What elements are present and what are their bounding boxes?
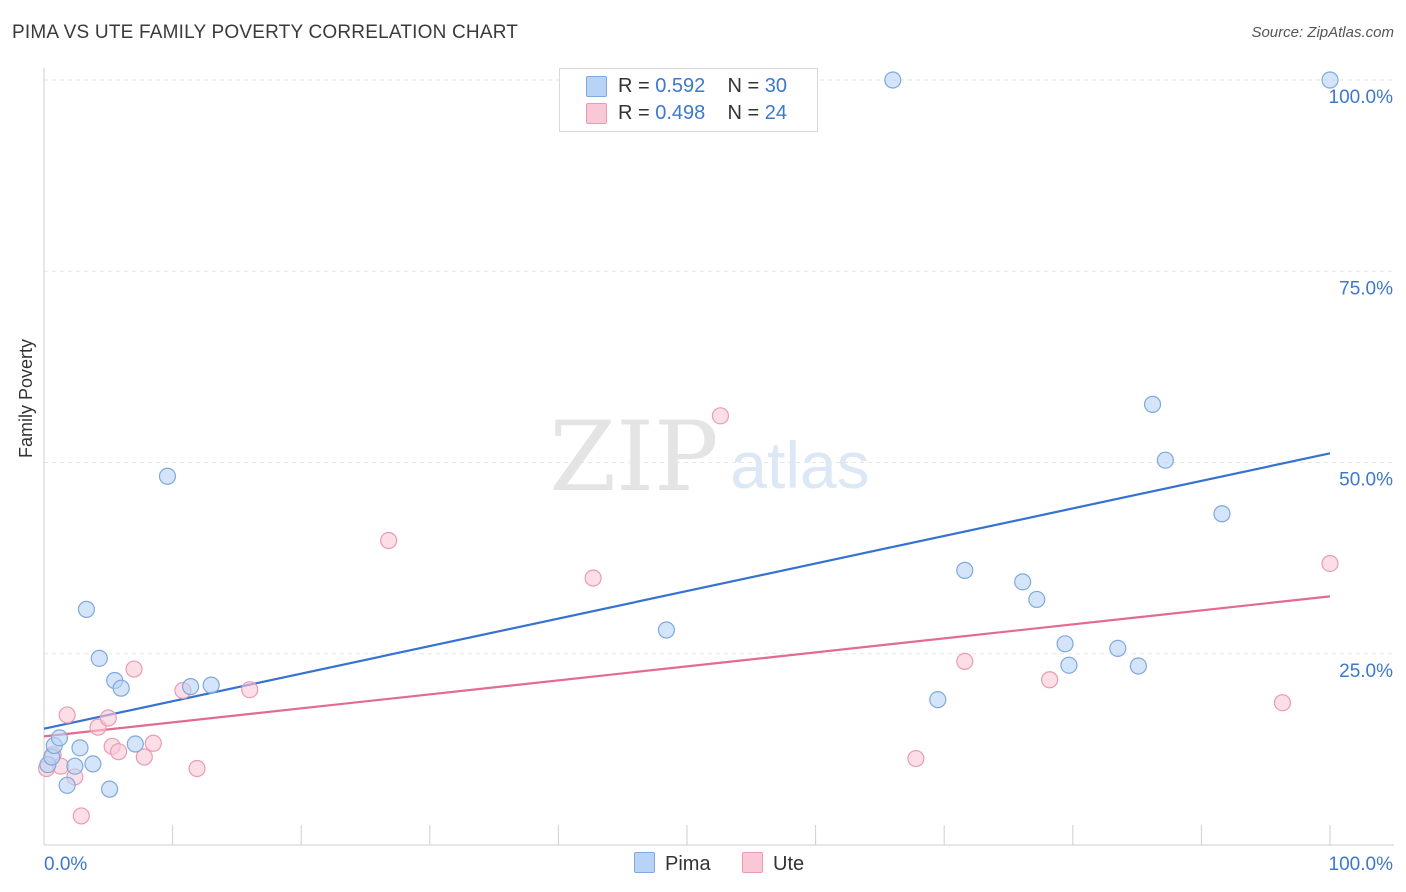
ute-point	[956, 652, 974, 671]
pima-point	[956, 561, 974, 579]
pima-point	[100, 780, 119, 798]
ute-point	[1321, 554, 1339, 573]
pima-point	[1143, 395, 1162, 413]
pima-point	[71, 739, 89, 757]
pima-legend-swatch	[634, 852, 655, 873]
pima-point	[1014, 573, 1032, 591]
ute-point	[711, 407, 730, 425]
ute-point	[1273, 694, 1292, 712]
y-tick-label: 75.0%	[1339, 278, 1393, 299]
y-tick-label: 25.0%	[1339, 661, 1393, 682]
ute-point	[241, 681, 259, 699]
chart-title: PIMA VS UTE FAMILY POVERTY CORRELATION C…	[12, 22, 519, 43]
pima-point	[77, 600, 96, 618]
pima-point	[112, 679, 130, 697]
ute-point	[135, 748, 153, 766]
watermark: ZIP atlas	[549, 401, 869, 513]
pima-point	[1321, 71, 1339, 89]
bottom-legend-pima: Pima	[634, 852, 711, 876]
ute-point	[188, 759, 206, 778]
ute-point	[99, 709, 117, 727]
ute-point	[72, 807, 90, 825]
pima-r-value: 0.592	[655, 75, 706, 97]
ute-point	[58, 706, 76, 724]
pima-r-label: R =	[618, 75, 656, 97]
pima-n-label: N =	[727, 75, 765, 97]
pima-point	[202, 676, 220, 694]
pima-point	[884, 71, 902, 89]
pima-point	[929, 691, 947, 709]
pima-point	[66, 757, 84, 775]
y-tick-label: 100.0%	[1329, 87, 1394, 108]
pima-point	[1028, 590, 1046, 609]
pima-point	[1213, 505, 1231, 523]
ute-point	[144, 734, 162, 752]
pima-point	[1056, 635, 1074, 653]
ute-legend-label: Ute	[773, 853, 805, 875]
ute-point	[109, 743, 128, 761]
pima-point	[657, 621, 676, 639]
pima-point	[1156, 451, 1174, 469]
pima-point	[58, 776, 76, 794]
pima-point	[182, 678, 200, 696]
ute-point	[380, 531, 398, 550]
ute-point	[584, 569, 602, 587]
y-tick-label: 50.0%	[1339, 470, 1393, 491]
pima-trend-line	[43, 452, 1331, 730]
ute-point	[1041, 671, 1059, 689]
pima-point	[84, 755, 102, 773]
chart-source: Source: ZipAtlas.com	[1251, 24, 1394, 41]
pima-n-value: 30	[764, 75, 788, 97]
ute-point	[125, 660, 143, 678]
ute-n-value: 24	[764, 102, 788, 124]
ute-point	[907, 749, 925, 768]
pima-point	[1129, 657, 1147, 675]
ute-r-label: R =	[618, 102, 656, 124]
pima-point	[1109, 639, 1127, 657]
watermark-zip: ZIP	[549, 401, 718, 513]
ute-r-value: 0.498	[655, 102, 706, 124]
x-tick-label: 100.0%	[1329, 854, 1394, 875]
pima-swatch	[586, 76, 607, 97]
pima-point	[158, 467, 177, 485]
ute-legend-swatch	[742, 852, 763, 873]
watermark-atlas: atlas	[730, 428, 869, 502]
ute-n-label: N =	[727, 102, 765, 124]
ute-trend-line	[43, 595, 1331, 738]
stats-legend: R = 0.592 N = 30 R = 0.498 N = 24	[559, 68, 818, 132]
pima-point	[126, 735, 144, 753]
pima-legend-label: Pima	[665, 853, 711, 875]
ute-swatch	[586, 103, 607, 124]
pima-point	[50, 729, 69, 747]
x-tick-label: 0.0%	[44, 854, 87, 875]
bottom-legend-ute: Ute	[742, 852, 804, 876]
pima-point	[90, 649, 108, 667]
pima-point	[1060, 656, 1078, 674]
